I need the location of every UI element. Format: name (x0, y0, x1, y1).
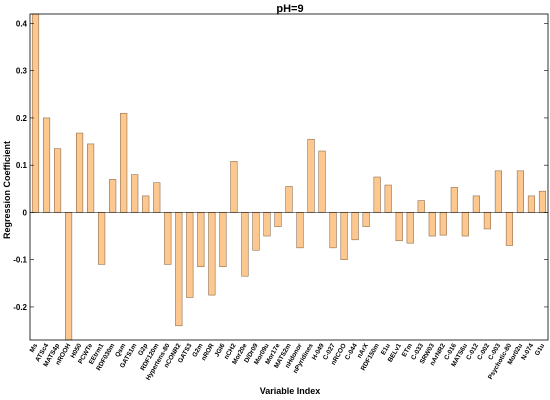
bar (505, 212, 513, 246)
bar (219, 212, 227, 268)
bar (285, 186, 293, 213)
bar (76, 132, 84, 213)
bar (131, 174, 139, 213)
y-tick-label: 0.1 (16, 161, 28, 170)
bar (241, 212, 249, 277)
y-tick-label: 0.3 (16, 67, 28, 76)
bar (109, 179, 117, 213)
bar (296, 212, 304, 249)
bar (31, 13, 40, 213)
bar (208, 212, 216, 296)
bars-group (30, 13, 548, 341)
bar (42, 117, 51, 213)
bar (197, 212, 205, 268)
x-axis-ticks: MsATSc4MATS4pnROOHH050PCWTeEEtrm1RDF030m… (29, 342, 547, 382)
bar (373, 176, 381, 213)
bar (351, 212, 359, 241)
bar (395, 212, 403, 242)
bar (175, 212, 183, 327)
chart-title: pH=9 (276, 3, 303, 15)
bar (472, 195, 480, 213)
bar (450, 187, 458, 213)
bar (527, 195, 536, 213)
bar (384, 184, 392, 213)
bar (142, 195, 150, 213)
bar (307, 138, 315, 213)
y-tick-label: 0 (23, 208, 28, 217)
bar (483, 212, 491, 230)
bar (87, 143, 95, 213)
bar (494, 170, 502, 213)
y-tick-label: -0.2 (13, 303, 27, 312)
y-axis-label: Regression Coefficient (2, 141, 12, 239)
y-tick-label: -0.1 (13, 256, 27, 265)
bar (340, 212, 348, 260)
bar (65, 212, 73, 341)
bar (164, 212, 172, 265)
bar (329, 212, 337, 249)
bar (186, 212, 194, 298)
bar (263, 212, 271, 237)
bar (516, 170, 525, 213)
bar (230, 161, 238, 213)
bar (120, 112, 128, 213)
x-axis-label: Variable Index (260, 386, 321, 396)
y-axis-ticks: -0.2 -0.1 0 0.1 0.2 0.3 0.4 (13, 19, 548, 312)
x-tick-label: N-074 (520, 342, 535, 361)
bar (252, 212, 260, 251)
y-tick-label: 0.4 (16, 19, 28, 28)
bar (538, 190, 547, 213)
x-tick-label: C-044 (344, 342, 359, 361)
bar (153, 182, 161, 213)
bar (439, 212, 447, 236)
plot-frame (29, 13, 549, 341)
bar (362, 212, 370, 227)
x-tick-label: G1u (534, 342, 546, 356)
bar (406, 212, 414, 244)
bar (461, 212, 469, 237)
bar (54, 148, 62, 213)
bar (98, 212, 106, 265)
x-tick-label: Ms (29, 342, 40, 354)
bar (428, 212, 436, 237)
bar (318, 150, 326, 213)
y-tick-label: 0.2 (16, 114, 28, 123)
bar (274, 212, 282, 227)
bar (417, 200, 425, 213)
